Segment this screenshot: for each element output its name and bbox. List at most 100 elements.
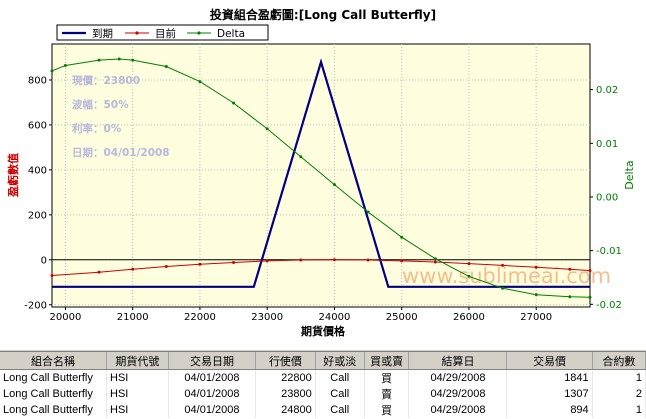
- series-point: [164, 265, 168, 269]
- cell-buy-sell: 買: [364, 402, 410, 418]
- column-header[interactable]: 行使價: [255, 352, 316, 370]
- series-point: [63, 63, 67, 67]
- cell-strategy: Long Call Butterfly: [0, 402, 108, 418]
- y2-tick-label: -0.01: [596, 246, 622, 257]
- y-tick-label: 800: [28, 75, 47, 86]
- cell-call-put: Call: [315, 369, 365, 386]
- cell-contracts: 1: [592, 369, 646, 386]
- series-point: [534, 293, 538, 297]
- y-tick-label: 400: [28, 165, 47, 176]
- column-header[interactable]: 買或賣: [364, 352, 410, 370]
- series-point: [198, 80, 202, 84]
- series-point: [588, 269, 592, 273]
- series-point: [433, 260, 437, 264]
- x-tick-label: 23000: [251, 312, 283, 323]
- series-point: [433, 257, 437, 261]
- y-axis-title: 盈虧數值: [6, 153, 20, 198]
- y-tick-label: 200: [28, 210, 47, 221]
- annotation-text: 波幅：50%: [72, 98, 129, 111]
- x-tick-label: 27000: [520, 312, 552, 323]
- x-tick-label: 25000: [386, 312, 418, 323]
- series-point: [131, 267, 135, 271]
- series-point: [332, 258, 336, 262]
- series-point: [467, 274, 471, 278]
- cell-futures-code: HSI: [106, 386, 169, 402]
- x-tick-label: 24000: [319, 312, 351, 323]
- series-point: [50, 274, 54, 278]
- watermark-text: www.sublimeai.com: [402, 264, 611, 288]
- column-header[interactable]: 交易價: [506, 352, 593, 370]
- series-point: [400, 235, 404, 239]
- series-point: [97, 58, 101, 62]
- y-tick-label: -200: [24, 300, 47, 311]
- series-point: [164, 65, 168, 69]
- x-tick-label: 26000: [453, 312, 485, 323]
- y2-tick-label: -0.02: [596, 300, 622, 311]
- column-header[interactable]: 組合名稱: [0, 352, 108, 370]
- series-point: [366, 258, 370, 262]
- series-point: [232, 260, 236, 264]
- legend-marker: [135, 31, 139, 35]
- series-point: [366, 210, 370, 214]
- column-header[interactable]: 合約數: [592, 352, 646, 370]
- series-point: [534, 265, 538, 269]
- y2-tick-label: 0.01: [596, 139, 618, 150]
- cell-call-put: Call: [315, 402, 365, 418]
- column-header[interactable]: 期貨代號: [106, 352, 169, 370]
- series-point: [400, 259, 404, 263]
- cell-trade-price: 1307: [506, 386, 593, 402]
- column-header[interactable]: 好或淡: [315, 352, 365, 370]
- cell-strategy: Long Call Butterfly: [0, 369, 108, 386]
- cell-strike: 24800: [255, 402, 316, 418]
- cell-futures-code: HSI: [106, 369, 169, 386]
- y-tick-label: 0: [41, 255, 47, 266]
- column-header[interactable]: 結算日: [408, 352, 508, 370]
- legend-box: [56, 24, 269, 41]
- column-header[interactable]: 交易日期: [168, 352, 257, 370]
- series-point: [467, 262, 471, 266]
- chart-panel: 投資組合盈虧圖:[Long Call Butterfly] 到期 目前 Delta ww…: [0, 0, 646, 350]
- table-header-row: 組合名稱 期貨代號 交易日期 行使價 好或淡 買或賣 結算日 交易價 合約數: [0, 352, 646, 370]
- cell-settlement-date: 04/29/2008: [408, 386, 508, 402]
- cell-call-put: Call: [315, 386, 365, 402]
- series-point: [568, 267, 572, 271]
- cell-trade-date: 04/01/2008: [168, 402, 257, 418]
- series-point: [332, 183, 336, 187]
- x-tick-label: 22000: [184, 312, 216, 323]
- table-row[interactable]: Long Call Butterfly HSI 04/01/2008 22800…: [0, 369, 646, 386]
- y-tick-label: 600: [28, 120, 47, 131]
- series-point: [265, 127, 269, 131]
- x-axis-title: 期貨價格: [301, 324, 346, 338]
- series-point: [501, 286, 505, 290]
- legend-label: 目前: [155, 27, 176, 40]
- table-row[interactable]: Long Call Butterfly HSI 04/01/2008 23800…: [0, 386, 646, 402]
- positions-grid: 組合名稱 期貨代號 交易日期 行使價 好或淡 買或賣 結算日 交易價 合約數 L…: [0, 351, 646, 419]
- series-point: [97, 270, 101, 274]
- cell-trade-price: 894: [506, 402, 593, 418]
- legend-label: 到期: [92, 28, 113, 40]
- positions-table: 組合名稱 期貨代號 交易日期 行使價 好或淡 買或賣 結算日 交易價 合約數 L…: [0, 352, 646, 418]
- series-point: [232, 101, 236, 105]
- cell-settlement-date: 04/29/2008: [408, 402, 508, 418]
- series-point: [117, 57, 121, 61]
- annotation-text: 現價：23800: [72, 74, 140, 87]
- cell-trade-date: 04/01/2008: [168, 386, 257, 402]
- series-point: [568, 295, 572, 299]
- cell-buy-sell: 買: [364, 369, 410, 386]
- chart-title: 投資組合盈虧圖:[Long Call Butterfly]: [210, 7, 436, 22]
- cell-futures-code: HSI: [106, 402, 169, 418]
- cell-contracts: 1: [592, 402, 646, 418]
- plot-area: [51, 43, 591, 308]
- cell-strike: 22800: [255, 369, 316, 386]
- cell-trade-date: 04/01/2008: [168, 369, 257, 386]
- cell-buy-sell: 賣: [364, 386, 410, 402]
- series-point: [265, 259, 269, 263]
- legend-label: Delta: [217, 28, 245, 40]
- cell-settlement-date: 04/29/2008: [408, 369, 508, 386]
- table-row[interactable]: Long Call Butterfly HSI 04/01/2008 24800…: [0, 402, 646, 418]
- x-tick-label: 20000: [50, 312, 82, 323]
- payoff-chart: 投資組合盈虧圖:[Long Call Butterfly] 到期 目前 Delta ww…: [6, 7, 636, 338]
- legend-marker: [197, 31, 201, 35]
- cell-contracts: 2: [592, 386, 646, 402]
- series-point: [299, 155, 303, 159]
